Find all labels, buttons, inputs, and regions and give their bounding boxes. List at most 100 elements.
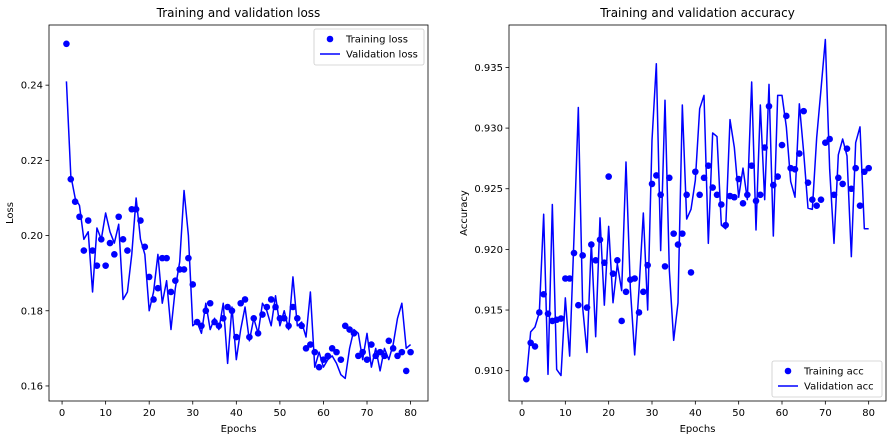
accuracy-chart: Training and validation accuracy 0 10 20 30… [459,6,887,435]
accuracy-training-point [605,173,612,180]
loss-training-point [241,296,249,303]
loss-training-point [385,337,393,345]
accuracy-training-point [856,202,864,210]
loss-training-point [407,348,414,356]
loss-legend: Training loss Validation loss [313,28,425,66]
accuracy-training-point [826,135,833,143]
accuracy-training-point [822,139,829,146]
accuracy-training-point [713,191,721,199]
loss-training-point [302,345,310,352]
loss-y-axis-label: Loss [5,202,16,224]
accuracy-chart-title: Training and validation accuracy [599,6,795,20]
loss-validation-line [65,81,412,380]
accuracy-training-point [800,107,807,115]
loss-training-point [63,40,70,48]
loss-training-point [154,284,162,292]
accuracy-x-tick-label: 50 [732,408,745,419]
accuracy-training-point [718,201,725,208]
accuracy-x-tick-label: 10 [559,408,572,419]
loss-training-point [145,273,153,281]
loss-y-tick-label: 0.16 [21,381,43,392]
loss-training-point [185,254,192,262]
loss-x-tick-label: 50 [274,408,287,419]
accuracy-x-tick-label: 20 [602,408,615,419]
accuracy-training-point [614,257,621,264]
accuracy-legend: Training acc Validation acc [771,360,883,398]
loss-training-point [111,251,118,258]
accuracy-training-point [670,230,677,237]
loss-training-point [167,288,175,296]
loss-training-point [402,367,410,375]
loss-training-point [368,341,375,348]
loss-x-tick-label: 80 [404,408,417,419]
accuracy-training-point [531,343,539,350]
accuracy-training-point [774,173,781,180]
loss-axes-frame [48,24,429,402]
accuracy-y-tick-label: 0.925 [474,184,503,195]
accuracy-x-tick-label: 60 [776,408,789,419]
accuracy-x-tick-label: 40 [689,408,702,419]
loss-training-point [333,348,340,356]
accuracy-y-tick-label: 0.935 [474,63,503,74]
loss-training-point [93,262,101,269]
loss-training-point [206,299,214,307]
accuracy-training-point [778,141,786,149]
loss-x-tick-label: 40 [230,408,243,419]
accuracy-training-point [696,191,703,199]
accuracy-training-point [523,375,530,383]
loss-x-tick-label: 0 [59,408,65,419]
accuracy-x-tick-label: 30 [646,408,659,419]
loss-x-axis-label: Epochs [221,424,257,435]
loss-training-point [341,322,349,330]
accuracy-y-tick-label: 0.910 [474,366,503,377]
accuracy-legend-label: Validation acc [804,382,874,393]
loss-y-tick-label: 0.22 [21,156,43,167]
accuracy-training-point [661,263,669,270]
loss-training-point [363,356,371,363]
loss-y-axis-ticks: 0.16 0.18 0.20 0.22 0.24 [21,81,49,392]
loss-x-tick-label: 20 [143,408,156,419]
accuracy-training-point [848,185,855,193]
accuracy-legend-label: Training acc [803,367,864,378]
loss-legend-label: Validation loss [346,50,418,61]
loss-training-point [376,348,384,356]
accuracy-training-point [579,252,586,259]
accuracy-x-tick-label: 0 [519,408,525,419]
loss-training-point [394,352,401,360]
loss-training-point [337,356,345,363]
accuracy-training-point [752,197,760,205]
accuracy-training-point [679,230,686,237]
loss-training-point [307,341,314,348]
loss-training-point [80,247,88,254]
loss-chart-title: Training and validation loss [156,6,321,20]
accuracy-legend-box [771,360,883,398]
accuracy-training-point [622,288,630,296]
accuracy-training-point [631,275,638,282]
loss-training-point [89,247,96,254]
loss-training-point [119,236,127,243]
accuracy-x-axis-label: Epochs [680,424,716,435]
accuracy-x-axis-ticks: 0 10 20 30 40 50 60 70 80 [519,401,875,419]
accuracy-training-point [817,196,825,203]
loss-training-point [180,266,188,273]
accuracy-training-point [674,241,682,248]
loss-legend-marker-swatch [326,35,334,43]
accuracy-training-point [739,200,747,207]
accuracy-training-point [748,162,755,169]
accuracy-y-axis-label: Accuracy [459,190,470,236]
loss-training-point [163,254,170,262]
loss-y-tick-label: 0.20 [21,231,43,242]
loss-x-tick-label: 60 [317,408,330,419]
accuracy-training-point [731,193,738,201]
accuracy-plot-area [523,38,872,383]
accuracy-training-point [683,191,690,199]
accuracy-y-tick-label: 0.930 [474,124,503,135]
accuracy-training-point [557,315,565,322]
loss-training-point [106,239,114,247]
accuracy-legend-marker-swatch [784,367,792,375]
accuracy-y-tick-label: 0.915 [474,306,503,317]
accuracy-training-point [640,288,647,296]
accuracy-training-point [757,191,764,199]
accuracy-x-tick-label: 80 [862,408,875,419]
